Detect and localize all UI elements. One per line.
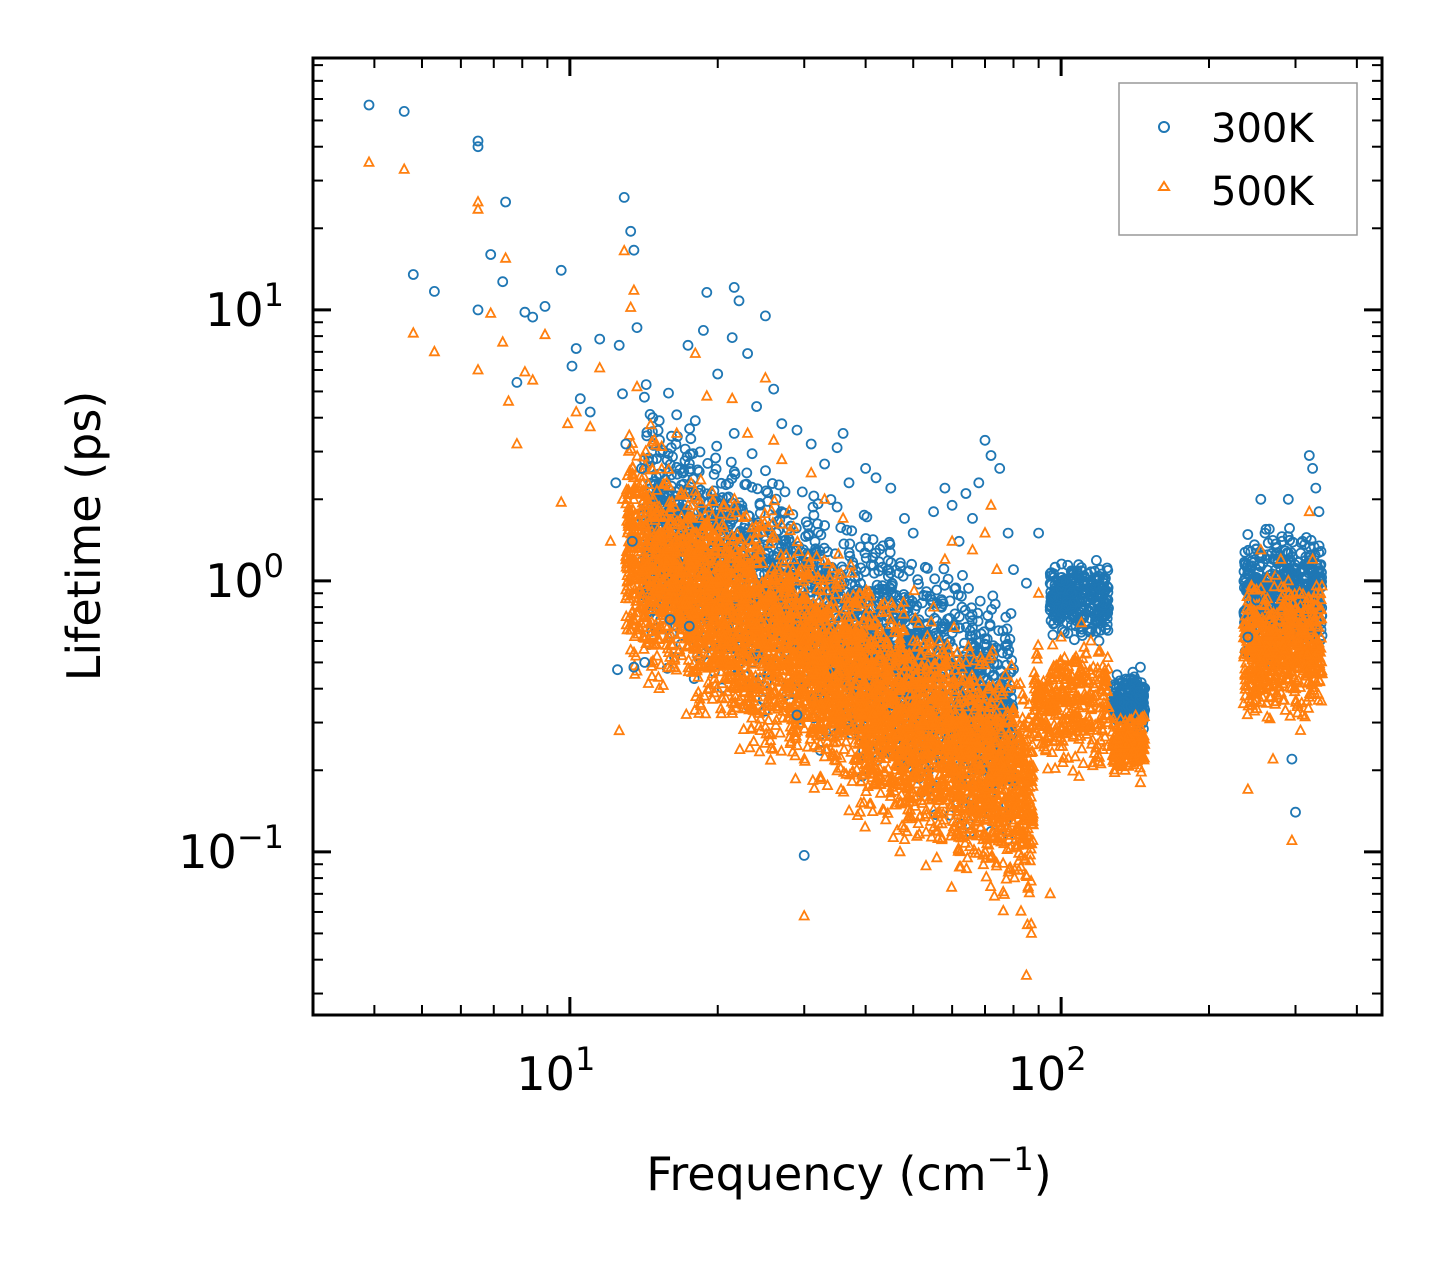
series-300K-point: [899, 592, 910, 603]
series-300K-point: [702, 457, 714, 469]
series-300K-point: [882, 570, 894, 582]
series-300K-point: [746, 481, 758, 493]
series-300K-point: [822, 546, 833, 558]
series-300K-point: [919, 561, 931, 573]
series-300K-point: [725, 456, 737, 468]
series-300K-point: [741, 467, 753, 479]
series-300K-point: [984, 620, 996, 632]
series-300K-point: [912, 574, 924, 586]
series-300K-point: [858, 509, 870, 521]
series-300K-point: [692, 464, 704, 476]
series-300K-point: [931, 584, 943, 596]
series-300K-point: [754, 497, 766, 509]
series-300K-point: [906, 558, 917, 570]
series-300K-point: [809, 536, 821, 548]
series-300K-point: [639, 391, 650, 403]
series-300K-point: [710, 452, 721, 464]
scatter-dense-points: [619, 387, 1329, 930]
series-300K-point: [831, 501, 843, 513]
series-300K-point: [708, 468, 720, 480]
series-300K-point: [997, 625, 1009, 637]
series-300K-point: [897, 570, 909, 582]
series-300K-point: [779, 486, 791, 498]
series-300K-point: [903, 565, 915, 577]
series-300K-point: [835, 522, 847, 533]
series-300K-point: [812, 498, 824, 510]
series-300K-point: [663, 387, 674, 399]
series-300K-point: [895, 561, 906, 572]
